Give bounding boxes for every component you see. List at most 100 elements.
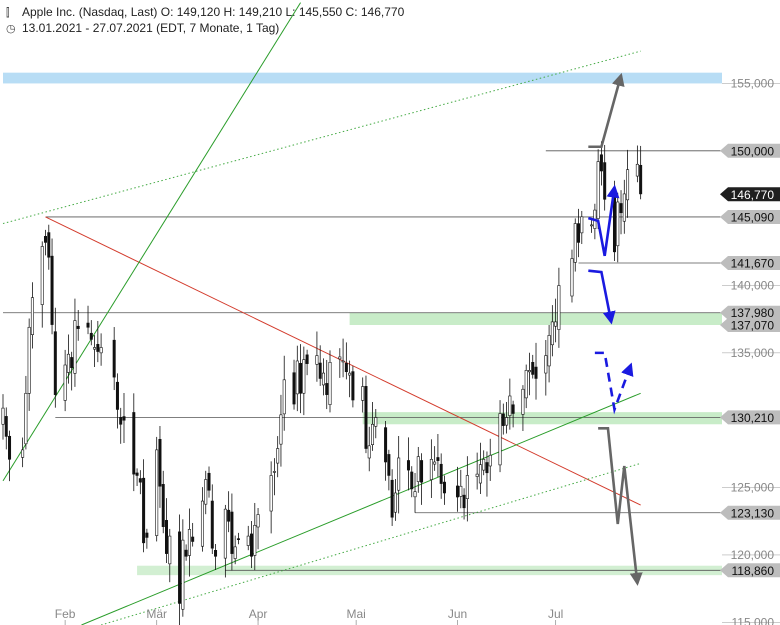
- candle-body: [570, 258, 574, 297]
- header-instrument: ⫿ Apple Inc. (Nasdaq, Last) O: 149,120 H:…: [6, 5, 404, 20]
- candle: [178, 514, 182, 625]
- candle: [361, 377, 365, 413]
- candle-body: [112, 339, 116, 378]
- candle-body: [531, 362, 535, 375]
- candle: [639, 145, 643, 200]
- candle: [371, 402, 375, 451]
- candle: [488, 438, 492, 481]
- candle: [459, 469, 463, 509]
- candle: [436, 434, 440, 477]
- candle-body: [619, 203, 623, 214]
- candle-body: [361, 386, 365, 401]
- price-label-bg: [720, 505, 780, 520]
- candle-body: [505, 417, 509, 426]
- candle-body: [573, 223, 577, 263]
- candle: [616, 192, 620, 263]
- price-label-bg: [720, 563, 780, 578]
- candle-body: [47, 232, 51, 258]
- candle: [550, 305, 554, 357]
- candle-body: [465, 475, 469, 499]
- candle-body: [302, 359, 306, 394]
- candle-body: [482, 458, 486, 471]
- candle-body: [612, 193, 616, 253]
- candle-body: [577, 223, 581, 243]
- price-label-bg: [720, 143, 780, 158]
- candle-body: [433, 461, 437, 465]
- candle-body: [155, 449, 159, 536]
- candle-body: [191, 536, 195, 542]
- candle: [351, 365, 355, 408]
- candle: [214, 544, 218, 570]
- candle: [619, 190, 623, 235]
- candle: [122, 392, 126, 444]
- candle: [521, 385, 525, 431]
- candle: [282, 355, 286, 431]
- candle-body: [397, 457, 401, 491]
- candle: [341, 338, 345, 378]
- candle-body: [547, 335, 551, 367]
- candle-body: [184, 549, 188, 557]
- candle: [119, 407, 123, 444]
- candle-body: [384, 427, 388, 463]
- candle: [456, 466, 460, 512]
- candle-body: [256, 514, 260, 528]
- candle: [622, 179, 626, 234]
- candle-body: [498, 413, 502, 466]
- candle-body: [459, 485, 463, 497]
- x-tick-label: Apr: [249, 607, 268, 621]
- candle-body: [387, 454, 391, 476]
- candle: [96, 320, 100, 363]
- candle-body: [639, 164, 643, 195]
- candle: [184, 544, 188, 561]
- candle-body: [295, 360, 299, 395]
- candle-body: [292, 372, 296, 405]
- candle-body: [599, 154, 603, 172]
- candle: [227, 491, 231, 533]
- candle: [321, 358, 325, 396]
- candle-body: [30, 297, 34, 335]
- candle: [482, 450, 486, 476]
- candle-body: [521, 388, 525, 415]
- candle-body: [21, 449, 25, 458]
- candle: [30, 282, 34, 349]
- candle-body: [622, 193, 626, 222]
- candle-body: [135, 472, 139, 476]
- candle: [70, 351, 74, 391]
- candle: [40, 241, 44, 328]
- candle-body: [580, 216, 584, 234]
- candle: [200, 487, 204, 552]
- candle: [204, 470, 208, 515]
- candle: [501, 403, 505, 435]
- candle-body: [348, 372, 352, 376]
- candle: [305, 349, 309, 376]
- candle: [47, 224, 51, 270]
- candle: [236, 532, 240, 545]
- candle: [168, 528, 172, 583]
- candle: [364, 375, 368, 454]
- candle-body: [272, 471, 276, 473]
- candle: [433, 446, 437, 471]
- candle-body: [475, 473, 479, 477]
- candle: [76, 310, 80, 341]
- candle: [325, 359, 329, 410]
- candle-body: [8, 435, 12, 460]
- price-label-text: 130,210: [731, 411, 775, 425]
- candle: [505, 401, 509, 434]
- price-label-bg: [720, 410, 780, 425]
- x-tick-label: Mai: [346, 607, 365, 621]
- price-label-text: 118,860: [732, 564, 775, 578]
- candle-body: [223, 508, 227, 559]
- price-label: 150,000: [720, 143, 780, 158]
- candle: [99, 333, 103, 366]
- candle-body: [132, 412, 136, 475]
- candle: [393, 478, 397, 521]
- candle-body: [456, 485, 460, 498]
- candle: [577, 208, 581, 258]
- candle-body: [230, 511, 234, 554]
- x-tick: Jul: [548, 607, 563, 625]
- price-label: 123,130: [720, 505, 780, 520]
- x-tick-label: Jun: [448, 607, 467, 621]
- candle-body: [122, 416, 126, 421]
- candle-body: [236, 538, 240, 540]
- candle-body: [616, 201, 620, 247]
